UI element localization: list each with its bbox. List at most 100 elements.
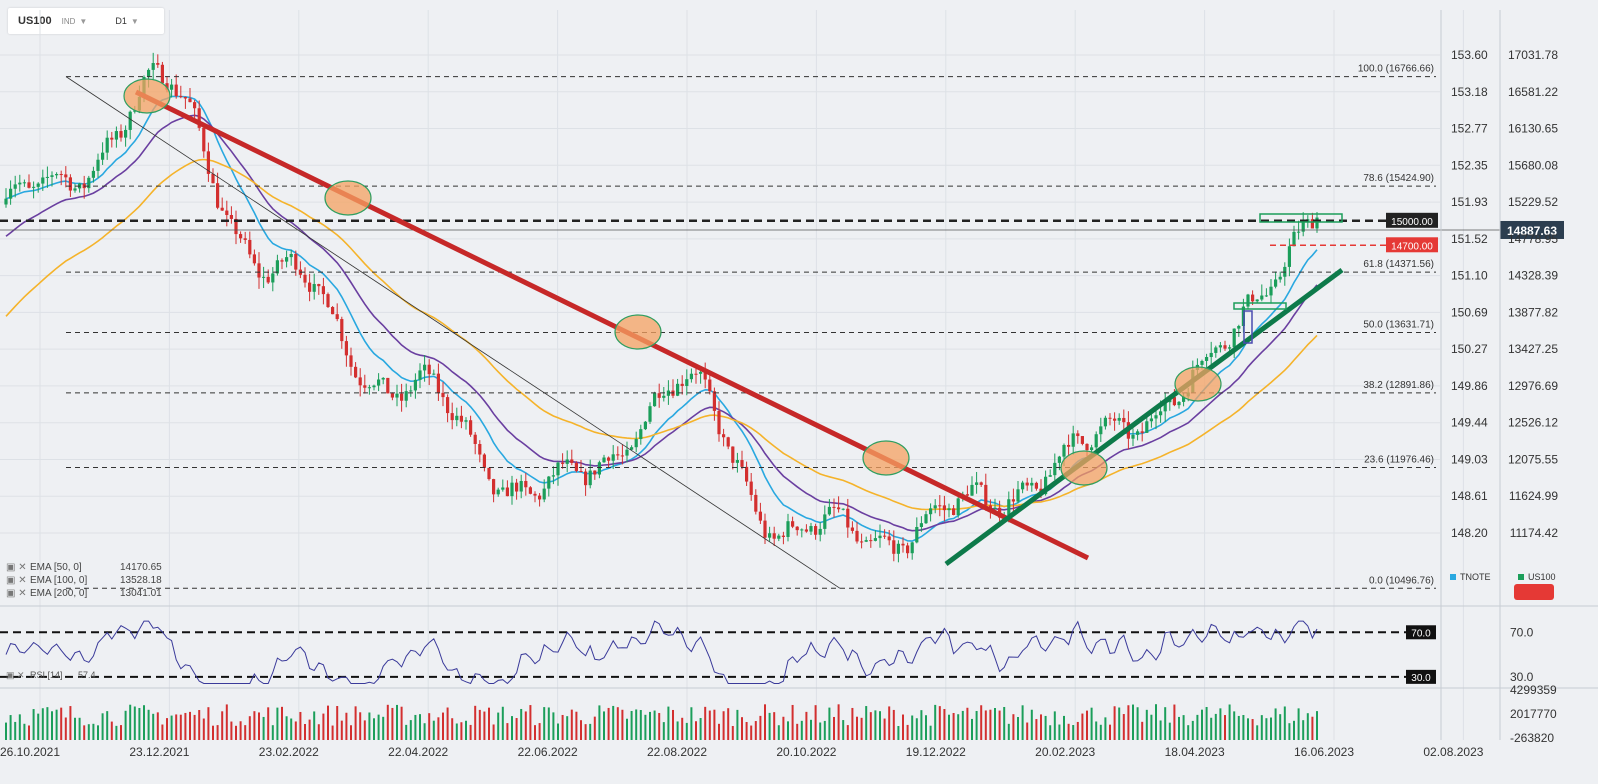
volume-bar	[566, 716, 569, 740]
volume-bar	[662, 722, 665, 740]
volume-bar	[787, 721, 789, 740]
volume-bar	[244, 725, 247, 740]
volume-bar	[966, 707, 969, 740]
candle-body	[202, 127, 206, 152]
candle-body	[243, 238, 247, 240]
volume-bar	[138, 707, 141, 740]
volume-bar	[74, 717, 76, 740]
volume-bar	[860, 717, 863, 740]
candle-body	[147, 69, 151, 78]
candle-body	[220, 207, 224, 211]
volume-bar	[704, 706, 707, 740]
candle-body	[1301, 221, 1305, 232]
volume-bar	[483, 711, 486, 740]
chevron-down-icon[interactable]: ▼	[130, 16, 139, 26]
candle-body	[386, 377, 390, 394]
right-axis-tick: 12526.12	[1508, 416, 1558, 430]
volume-bar	[253, 711, 256, 740]
volume-bar	[837, 704, 840, 740]
volume-bar	[133, 706, 136, 740]
legend-label: TNOTE	[1460, 572, 1491, 582]
x-axis-tick: 23.02.2022	[259, 745, 319, 759]
timeframe-selector[interactable]: D1	[115, 16, 127, 26]
volume-bar	[1288, 723, 1291, 740]
candle-body	[666, 390, 670, 396]
indicator-value: 14170.65	[120, 562, 162, 573]
volume-bar	[419, 714, 421, 740]
volume-bar	[106, 711, 109, 740]
volume-bar	[308, 719, 311, 740]
volume-bar	[405, 724, 408, 740]
candle-body	[542, 488, 546, 500]
candle-body	[680, 383, 684, 386]
volume-panel: 4299359 2017770 -263820	[0, 683, 1598, 745]
rsi-level-label: 70.0	[1411, 628, 1431, 639]
volume-bar	[1012, 714, 1015, 740]
candle-body	[436, 373, 440, 393]
volume-bar	[653, 710, 656, 740]
volume-bar	[147, 709, 150, 740]
candle-body	[915, 526, 919, 543]
left-axis-tick: 153.60	[1451, 48, 1488, 62]
volume-bar	[593, 716, 596, 740]
candle-body	[648, 406, 652, 422]
volume-bar	[929, 725, 932, 740]
fib-level-label: 38.2 (12891.86)	[1363, 380, 1434, 391]
volume-bar	[460, 722, 463, 740]
volume-bar	[616, 707, 619, 740]
candle-body	[745, 466, 749, 482]
right-axis-tick: 11624.99	[1509, 489, 1558, 503]
candle-body	[363, 385, 367, 388]
current-price-badge	[1500, 220, 1564, 239]
candle-body	[758, 511, 762, 521]
volume-bar	[1302, 720, 1305, 740]
candle-body	[91, 170, 95, 178]
x-axis-tick: 22.08.2022	[647, 745, 707, 759]
indicator-remove-icon: ▣ ✕	[6, 588, 27, 599]
volume-bar	[584, 724, 587, 740]
volume-bar	[1067, 723, 1070, 740]
candle-body	[73, 188, 77, 191]
candle-body	[13, 184, 17, 189]
volume-bar	[331, 725, 334, 740]
volume-bar	[1095, 721, 1098, 740]
candle-body	[749, 481, 753, 495]
volume-bar	[391, 707, 394, 740]
volume-bar	[396, 704, 398, 740]
candle-body	[96, 159, 100, 171]
volume-bar	[906, 724, 909, 740]
volume-bar	[1274, 708, 1277, 740]
volume-bar	[1026, 722, 1029, 740]
volume-bar	[975, 710, 978, 740]
symbol-selector[interactable]: US100 IND ▼ D1 ▼	[8, 8, 164, 34]
volume-bar	[32, 709, 35, 740]
volume-bar	[925, 715, 927, 740]
volume-bar	[28, 725, 30, 740]
volume-bar	[1003, 706, 1006, 740]
candle-body	[791, 521, 795, 527]
candle-body	[735, 460, 739, 463]
right-axis-tick: 15680.08	[1508, 158, 1558, 172]
candle-body	[657, 393, 661, 398]
volume-bar	[1214, 713, 1217, 740]
candle-body	[1237, 325, 1241, 329]
volume-bar	[87, 724, 90, 740]
candle-body	[864, 540, 868, 542]
candle-body	[883, 535, 887, 537]
candle-body	[128, 111, 132, 130]
candle-body	[993, 507, 997, 510]
volume-bar	[888, 706, 891, 740]
candle-body	[689, 373, 693, 380]
candle-body	[455, 415, 459, 421]
indicator-label: EMA [100, 0]	[30, 575, 87, 586]
volume-bar	[805, 711, 808, 740]
rsi-level-label: 30.0	[1411, 673, 1431, 684]
candle-body	[1232, 328, 1236, 348]
candle-body	[515, 482, 519, 492]
candle-body	[1177, 401, 1181, 406]
left-axis-tick: 153.18	[1451, 85, 1488, 99]
candle-body	[367, 387, 371, 389]
chevron-down-icon[interactable]: ▼	[79, 16, 88, 26]
fibonacci-levels: 100.0 (16766.66) 78.6 (15424.90) 61.8 (143…	[65, 64, 1436, 589]
